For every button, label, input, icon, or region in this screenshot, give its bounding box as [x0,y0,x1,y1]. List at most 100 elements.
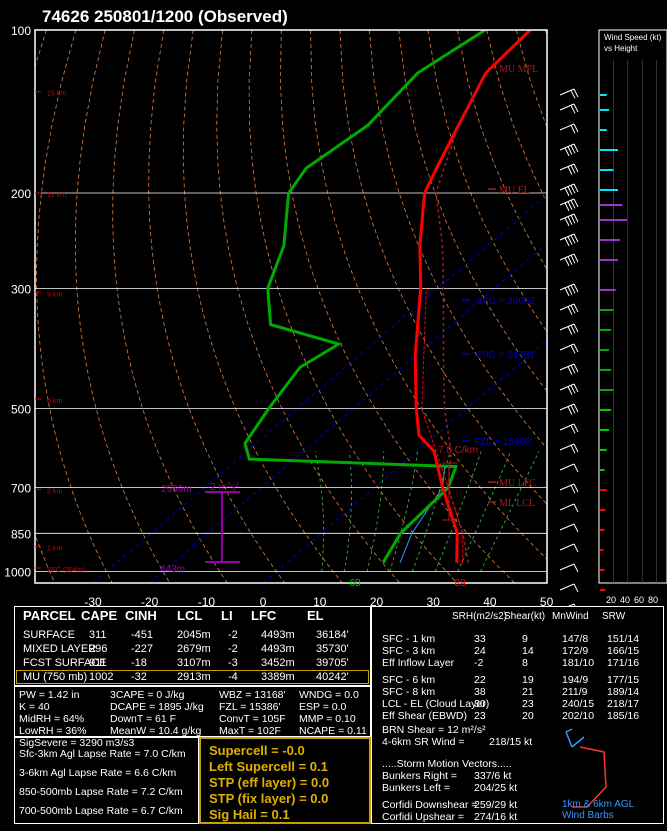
mu-row-highlight [16,670,369,684]
wind-barb [559,463,575,471]
corfidi-down-label: Corfidi Downshear = [382,799,478,811]
dry-adiabat [216,30,401,583]
virtual-temp-profile [421,288,464,563]
wind-barb-flag [570,125,576,134]
wind-barb-flag [567,216,573,225]
parcel-value: 911 [89,657,107,669]
wind-barb-flag [564,217,570,227]
wind-barb-flag [573,88,579,98]
isotherm [149,242,547,583]
wind-barb-6km [565,731,573,748]
composite-param: STP (eff layer) = 0.0 [209,775,330,790]
wind-barb-flag [570,485,576,494]
composite-param: Supercell = -0.0 [209,743,305,758]
kinematics-box: SRH(m2/s2) Shear(kt) MnWind SRW SFC - 1 km 33… [371,606,664,824]
index-value: WBZ = 13168' [219,689,286,701]
parcel-header: CINH [125,608,157,623]
wind-barb-flag [570,285,576,294]
parcel-value: -3 [228,657,238,669]
parcel-value: 296 [89,643,108,655]
parcel-value: 2913m [177,671,211,683]
wind-barb-flag [573,423,579,433]
parcel-header: PARCEL [23,608,76,623]
kinematic-label: SFC - 1 km [382,633,436,645]
wind-barb [568,603,575,606]
wind-barb-flag [570,200,576,209]
lapse-rate: 700-500mb Lapse Rate = 6.7 C/km [19,805,183,817]
minus30c-label: -30C = 30062' [474,296,537,307]
index-value: SigSevere = 3290 m3/s3 [19,737,135,749]
index-value: MeanW = 10.4 g/kg [110,725,202,737]
pressure-tick-label: 100 [11,24,31,38]
minus20c-label: -20C = 24781' [474,350,537,361]
bunkers-right-value: 337/6 kt [474,770,512,782]
wind-barb-flag [573,183,579,193]
wind-barb-flag [565,728,573,733]
kinematic-value: 19 [522,674,534,686]
wind-barb-flag [570,305,576,314]
dry-adiabat [663,30,667,583]
wind-barb [559,483,575,491]
ml-lcl-label: ML LCL [499,498,535,509]
wind-speed-axis-label: 40 [620,595,630,605]
wind-barb [559,88,575,96]
parcel-row-label: SURFACE [23,629,75,641]
pressure-tick-label: 700 [11,482,31,496]
pressure-tick-label: 1000 [4,566,31,580]
index-value: ConvT = 105F [219,713,286,725]
moist-adiabat [412,451,451,572]
wind-barb-flag [570,185,576,194]
wind-barb [559,383,575,391]
index-value: FZL = 15386' [219,701,281,713]
wind-barb [559,183,575,191]
parcel-value: 311 [89,629,107,641]
wind-barb-flag [573,543,579,553]
wind-barb-flag [573,403,579,413]
parcel-profile [435,72,487,563]
bunkers-left-label: Bunkers Left = [382,782,450,794]
index-value: MidRH = 64% [19,713,85,725]
moist-adiabat [480,451,540,572]
temperature-tick-label: -20 [141,595,159,606]
dry-adiabat [545,30,547,37]
wind-speed-frame [598,29,667,584]
isotherm [92,194,547,583]
parcel-value: 4493m [261,629,295,641]
wind-barb-flag [573,198,579,208]
dry-adiabat [248,30,458,583]
dgz-bottom-label: 443m [160,564,185,575]
kinematic-value: 38 [474,686,486,698]
lapse-rate: 850-500mb Lapse Rate = 7.2 C/km [19,786,183,798]
wind-barb-flag [570,345,576,354]
parcel-header: LI [221,608,233,623]
wind-barb-flag [573,303,579,313]
kinematic-header: SRH(m2/s2) [452,611,508,622]
bunkers-right-label: Bunkers Right = [382,770,457,782]
wind-speed-axis-label: 80 [648,595,658,605]
wind-barb-flag [567,146,573,155]
wind-barb [559,343,575,351]
temperature-tick-label: 30 [427,595,441,606]
wind-barb [559,213,575,221]
wind-barb-flag [573,253,579,263]
wind-barb-flag [570,90,576,99]
dry-adiabat [148,30,286,583]
lapse-rates-box: Sfc-3km Agl Lapse Rate = 7.0 C/km 3-6km A… [14,737,199,824]
kinematic-value: 177/15 [607,674,640,686]
index-value: LowRH = 36% [19,725,87,737]
temperature-tick-label: 20 [370,595,384,606]
wind-barb-flag [573,343,579,353]
wind-barb-flag [567,166,573,175]
wind-barb-flag [573,283,579,293]
kinematic-value: 8 [522,657,528,669]
dry-adiabat [279,30,515,583]
parcel-value: 3107m [177,657,211,669]
kinematic-label: Eff Shear (EBWD) [382,710,467,722]
wind-barb-flag [573,363,579,373]
sr-wind-value: 218/15 kt [489,736,533,748]
background-lines [35,30,667,583]
height-label: 6 km [47,398,62,405]
kinematic-value: 189/14 [607,686,640,698]
barb-caption: 1km & 6km AGL [562,799,635,810]
index-value: 3CAPE = 0 J/kg [110,689,185,701]
